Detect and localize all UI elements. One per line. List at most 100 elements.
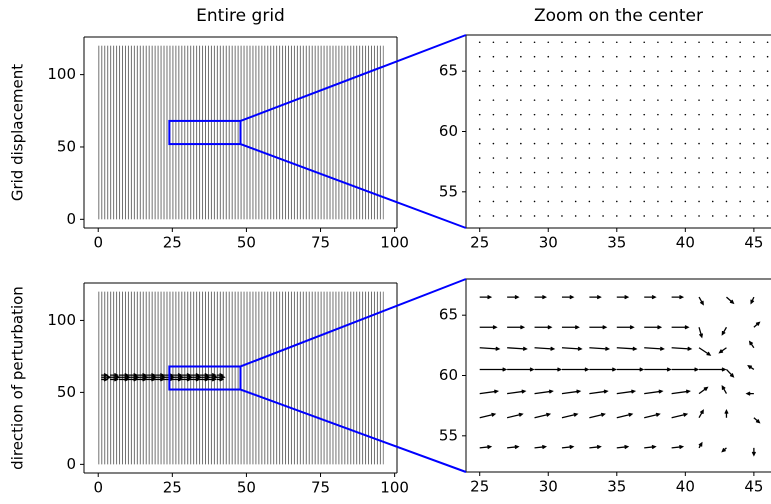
vector-dot	[533, 142, 536, 145]
vector-dot	[643, 186, 646, 188]
vector-dot	[698, 55, 700, 58]
vector-dot	[629, 99, 632, 101]
vector-dot	[670, 113, 673, 116]
vector-dot	[478, 128, 481, 130]
vector-dot	[561, 215, 563, 217]
vector-dot	[643, 128, 646, 130]
vector-dot	[629, 142, 632, 145]
vector-dot	[520, 113, 522, 116]
zoom-connector	[240, 278, 467, 368]
vector-dot	[520, 215, 522, 217]
vector-dot	[725, 128, 728, 130]
vector-dot	[725, 99, 728, 101]
vector-dot	[574, 41, 577, 44]
vector-arrow	[644, 444, 657, 450]
vector-dot	[684, 55, 687, 58]
vector-arrow	[561, 389, 582, 395]
vector-dot	[506, 41, 508, 44]
vector-arrow	[561, 294, 575, 300]
x-tick-label: 25	[163, 479, 182, 497]
vector-arrow	[616, 346, 638, 351]
vector-dot	[629, 84, 632, 87]
vector-arrow	[507, 367, 535, 372]
vector-arrow	[110, 377, 119, 382]
vector-dot	[506, 142, 508, 145]
vector-dot	[766, 200, 769, 203]
vector-dot	[698, 142, 700, 145]
vector-dot	[698, 128, 700, 130]
vector-dot	[478, 99, 481, 101]
vector-dot	[657, 186, 659, 188]
vector-dot	[547, 41, 550, 44]
vector-dot	[670, 215, 673, 217]
x-tick-label: 40	[676, 234, 695, 252]
vector-dot	[725, 215, 728, 217]
vector-dot	[670, 84, 673, 87]
vector-arrow	[753, 417, 761, 424]
vector-dot	[643, 55, 646, 58]
vector-dot	[547, 113, 550, 116]
vector-arrow	[750, 296, 755, 305]
vector-dot	[766, 128, 769, 130]
vector-dot	[561, 41, 563, 44]
vector-dot	[766, 142, 769, 145]
vector-dot	[506, 186, 508, 188]
vector-dot	[492, 41, 495, 44]
vector-dot	[670, 41, 673, 44]
vector-arrow	[589, 294, 602, 300]
vector-dot	[643, 215, 646, 217]
y-tick-label: 55	[439, 182, 458, 200]
vector-dot	[520, 186, 522, 188]
vector-dot	[615, 70, 618, 72]
vector-dot	[725, 84, 728, 87]
vector-dot	[670, 70, 673, 72]
vector-dot	[753, 128, 755, 130]
vector-arrow	[616, 294, 630, 300]
vector-dot	[753, 200, 755, 203]
vector-dot	[766, 215, 769, 217]
vector-dot	[520, 99, 522, 101]
vector-dot	[588, 171, 591, 174]
vector-dot	[753, 41, 755, 44]
vector-arrow	[616, 444, 630, 450]
vector-dot	[547, 142, 550, 145]
vector-dot	[684, 84, 687, 87]
vector-dot	[684, 41, 687, 44]
vector-dot	[602, 171, 604, 174]
y-tick-label: 65	[439, 62, 458, 80]
vector-dot	[533, 186, 536, 188]
vector-arrow	[534, 367, 563, 372]
vector-dot	[684, 200, 687, 203]
vector-dot	[615, 99, 618, 101]
vector-dot	[588, 41, 591, 44]
vector-dot	[520, 142, 522, 145]
x-tick-label: 30	[539, 234, 558, 252]
vector-dot	[725, 113, 728, 116]
vector-dot	[657, 84, 659, 87]
vector-dot	[753, 70, 755, 72]
vector-arrow	[644, 412, 661, 419]
vector-arrow	[718, 347, 727, 354]
vector-dot	[478, 41, 481, 44]
vector-dot	[684, 70, 687, 72]
vector-arrow	[507, 346, 528, 351]
vector-dot	[739, 55, 741, 58]
vector-dot	[588, 200, 591, 203]
vector-dot	[492, 84, 495, 87]
vector-dot	[766, 157, 769, 159]
vector-dot	[602, 113, 604, 116]
vector-dot	[506, 55, 508, 58]
x-tick-label: 35	[607, 234, 626, 252]
vector-dot	[478, 200, 481, 203]
vector-dot	[506, 70, 508, 72]
vector-dot	[657, 55, 659, 58]
vector-arrow	[127, 373, 139, 378]
vector-dot	[506, 84, 508, 87]
vector-dot	[711, 186, 714, 188]
vector-dot	[725, 186, 728, 188]
y-tick-label: 60	[439, 122, 458, 140]
vector-arrow	[589, 389, 609, 395]
vector-dot	[478, 70, 481, 72]
vector-dot	[588, 113, 591, 116]
vector-arrow	[534, 294, 548, 300]
